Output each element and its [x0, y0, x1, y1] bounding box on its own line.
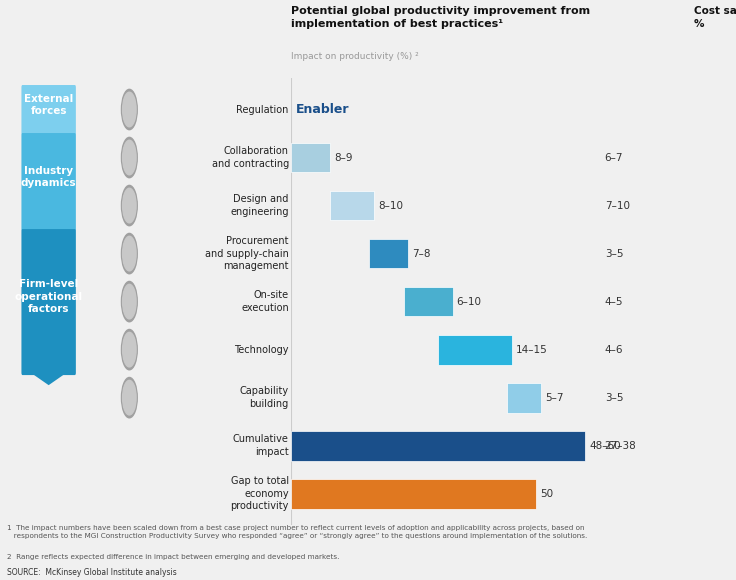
Text: 3–5: 3–5	[605, 249, 623, 259]
Text: Firm-level
operational
factors: Firm-level operational factors	[15, 280, 82, 314]
Circle shape	[121, 137, 137, 177]
Text: Cost savings
%: Cost savings %	[694, 6, 736, 29]
Polygon shape	[25, 129, 72, 145]
Bar	[291, 431, 585, 461]
Bar	[330, 191, 374, 220]
Text: External
forces: External forces	[24, 93, 74, 116]
Text: 27–38: 27–38	[605, 441, 637, 451]
Text: Collaboration
and contracting: Collaboration and contracting	[211, 146, 289, 169]
Bar	[438, 335, 512, 364]
Text: Procurement
and supply-chain
management: Procurement and supply-chain management	[205, 236, 289, 271]
Text: Industry
dynamics: Industry dynamics	[21, 165, 77, 188]
Text: 4–5: 4–5	[605, 296, 623, 307]
Circle shape	[121, 186, 137, 226]
Text: 4–6: 4–6	[605, 345, 623, 354]
Text: 50: 50	[540, 489, 553, 499]
Bar	[506, 383, 541, 412]
Bar	[291, 479, 536, 509]
Bar	[369, 239, 408, 269]
Text: 8–9: 8–9	[334, 153, 353, 162]
Text: Regulation: Regulation	[236, 104, 289, 114]
Circle shape	[121, 281, 137, 322]
Bar	[403, 287, 453, 317]
Circle shape	[123, 284, 136, 319]
Bar	[291, 143, 330, 172]
Text: 1  The impact numbers have been scaled down from a best case project number to r: 1 The impact numbers have been scaled do…	[7, 525, 587, 539]
Polygon shape	[25, 369, 72, 385]
Circle shape	[121, 378, 137, 418]
Circle shape	[123, 188, 136, 223]
Text: 8–10: 8–10	[378, 201, 403, 211]
Circle shape	[123, 332, 136, 367]
FancyBboxPatch shape	[21, 229, 76, 375]
Polygon shape	[25, 225, 72, 241]
Text: Gap to total
economy
productivity: Gap to total economy productivity	[230, 476, 289, 511]
Text: 2  Range reflects expected difference in impact between emerging and developed m: 2 Range reflects expected difference in …	[7, 554, 340, 560]
Text: SOURCE:  McKinsey Global Institute analysis: SOURCE: McKinsey Global Institute analys…	[7, 568, 177, 578]
Text: Impact on productivity (%) ²: Impact on productivity (%) ²	[291, 53, 419, 61]
Text: 6–10: 6–10	[456, 296, 481, 307]
Circle shape	[123, 380, 136, 415]
Text: 48–60: 48–60	[589, 441, 620, 451]
Text: Technology: Technology	[234, 345, 289, 354]
Circle shape	[121, 329, 137, 370]
Text: Capability
building: Capability building	[240, 386, 289, 409]
Circle shape	[123, 236, 136, 271]
Circle shape	[121, 233, 137, 274]
Text: Cumulative
impact: Cumulative impact	[233, 434, 289, 457]
Text: 3–5: 3–5	[605, 393, 623, 403]
Text: 5–7: 5–7	[545, 393, 563, 403]
Text: Potential global productivity improvement from
implementation of best practices¹: Potential global productivity improvemen…	[291, 6, 590, 29]
FancyBboxPatch shape	[21, 133, 76, 231]
FancyBboxPatch shape	[21, 85, 76, 135]
Text: 7–10: 7–10	[605, 201, 630, 211]
Circle shape	[123, 140, 136, 175]
Circle shape	[121, 89, 137, 130]
Text: On-site
execution: On-site execution	[241, 291, 289, 313]
Circle shape	[123, 92, 136, 127]
Text: Enabler: Enabler	[296, 103, 349, 116]
Text: Design and
engineering: Design and engineering	[230, 194, 289, 217]
Text: 6–7: 6–7	[605, 153, 623, 162]
Text: 7–8: 7–8	[412, 249, 431, 259]
Text: 14–15: 14–15	[515, 345, 547, 354]
